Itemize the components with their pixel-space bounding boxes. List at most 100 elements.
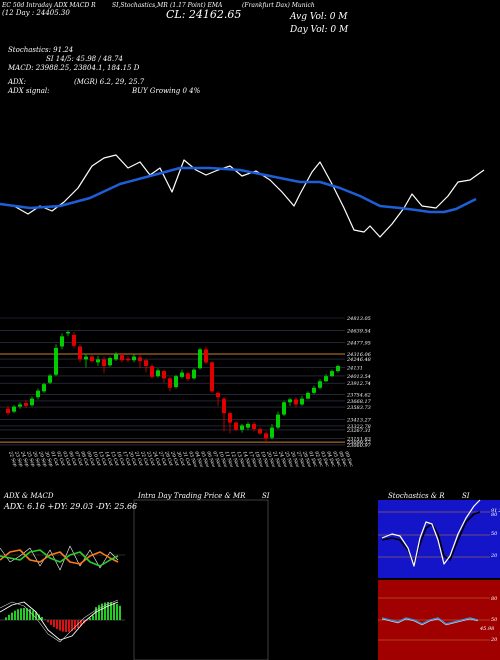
candle-body (210, 362, 214, 392)
candle-body (48, 375, 52, 383)
price-tick-label: 24639.54 (346, 329, 371, 335)
macd-histogram-bar (65, 620, 67, 632)
adx-macd-title: ADX & MACD (4, 492, 54, 500)
adx-white-line (0, 545, 119, 571)
date-tick-label: 13 Oct (97, 451, 108, 467)
macd-signal-line (0, 599, 119, 643)
adx-minus-di-line (0, 549, 119, 565)
macd-histogram-bar (101, 603, 103, 620)
date-tick-label: 25 Nov (283, 450, 295, 469)
date-tick-label: 09 Oct (85, 451, 96, 467)
macd-histogram-bar (50, 620, 52, 625)
candle-body (192, 369, 196, 379)
rsi-line (381, 617, 479, 625)
macd-histogram-bar (41, 616, 43, 620)
price-tick-label: 24131 (346, 365, 363, 371)
date-tick-label: 03 Dec (319, 451, 330, 468)
macd-histogram-bar (20, 608, 22, 620)
stochastics-value: Stochastics: 91.24 (8, 46, 74, 54)
avg-volume: Avg Vol: 0 M (290, 12, 348, 22)
candle-body (144, 360, 148, 367)
candle-body (156, 370, 160, 377)
macd-histogram-bar (104, 602, 106, 620)
macd-value: MACD: 23988.25, 23804.1, 184.15 D (8, 64, 140, 72)
macd-histogram-bar (26, 608, 28, 620)
rsi-tick-label: 50 (491, 617, 498, 623)
candle-body (36, 390, 40, 398)
candle-body (66, 331, 70, 334)
macd-histogram-bar (35, 612, 37, 620)
macd-histogram-bar (95, 607, 97, 620)
adx-plus-di-line (0, 549, 119, 567)
stoch-k-line (381, 499, 481, 567)
adx-signal-text: BUY Growing 0 4% (132, 87, 201, 95)
date-tick-label: 20 Nov (265, 450, 277, 469)
header-left-line2: (12 Day : 24405.30 (2, 9, 70, 17)
date-tick-label: 15 Oct (109, 451, 120, 467)
date-tick-label: 09 Dec (343, 451, 354, 468)
candle-body (330, 371, 334, 377)
macd-histogram-bar (80, 620, 82, 626)
candle-body (150, 366, 154, 377)
macd-histogram-bar (5, 617, 7, 620)
price-tick-label: 23099.57 (346, 440, 372, 446)
date-tick-label: 25 Sep (25, 450, 36, 468)
date-tick-label: 06 Oct (67, 451, 78, 467)
date-tick-label: 10 Nov (217, 451, 228, 469)
macd-histogram-bar (47, 620, 49, 623)
macd-histogram-bar (53, 620, 55, 628)
candle-body (72, 334, 76, 346)
rsi-value-label: 45.98 (479, 626, 494, 632)
date-tick-label: 21 Nov (271, 450, 283, 469)
date-tick-label: 24 Oct (151, 450, 162, 467)
date-tick-label: 06 Nov (205, 451, 216, 469)
price-tick-label: 23912.74 (346, 381, 371, 387)
rsi-tick-label: 20 (490, 637, 498, 643)
price-tick-label: 23060.97 (346, 443, 372, 449)
rsi-white-line (381, 618, 479, 626)
date-tick-label: 18 Nov (253, 451, 264, 469)
candle-body (180, 372, 184, 377)
price-tick-label: 24316.06 (346, 352, 372, 358)
date-tick-label: 26 Nov (289, 450, 301, 469)
date-tick-label: 03 Oct (61, 451, 72, 467)
candle-body (312, 387, 316, 393)
candle-body (168, 378, 172, 388)
candle-body (60, 336, 64, 347)
date-tick-label: 05 Dec (331, 451, 342, 468)
candle-body (30, 398, 34, 406)
date-tick-label: 22 Sep (7, 450, 18, 468)
candle-body (276, 414, 280, 428)
stoch-tick-label: 80 (491, 512, 498, 518)
intraday-title: Intra Day Trading Price & MR (138, 492, 246, 500)
price-tick-label: 23754.62 (346, 393, 371, 399)
price-tick-label: 24477.95 (346, 340, 371, 346)
date-tick-label: 14 Oct (103, 451, 114, 467)
header-mid2: (1.17 Point) EMA (170, 2, 223, 9)
date-tick-label: 24 Sep (19, 450, 30, 468)
candle-body (78, 346, 82, 360)
candle-body (270, 427, 274, 438)
macd-line (0, 601, 119, 641)
date-tick-label: 23 Oct (145, 450, 156, 467)
date-tick-label: 20 Oct (127, 450, 138, 467)
date-tick-label: 07 Oct (73, 451, 84, 467)
si-value: SI 14/5: 45.98 / 48.74 (46, 55, 123, 63)
candle-body (204, 349, 208, 363)
macd-histogram-bar (11, 612, 13, 620)
date-tick-label: 04 Dec (325, 451, 336, 468)
intraday-si: SI (262, 492, 270, 500)
macd-histogram-bar (14, 610, 16, 620)
adx-signal-label: ADX signal: (8, 87, 50, 95)
candle-body (174, 376, 178, 388)
date-tick-label: 02 Dec (313, 451, 324, 468)
macd-histogram-bar (17, 609, 19, 620)
day-volume: Day Vol: 0 M (290, 25, 349, 35)
macd-histogram-bar (92, 615, 94, 620)
macd-histogram-bar (29, 609, 31, 620)
candle-body (264, 433, 268, 439)
candle-body (324, 376, 328, 382)
candle-body (222, 398, 226, 414)
candle-body (84, 356, 88, 360)
date-tick-label: 29 Sep (37, 450, 48, 468)
